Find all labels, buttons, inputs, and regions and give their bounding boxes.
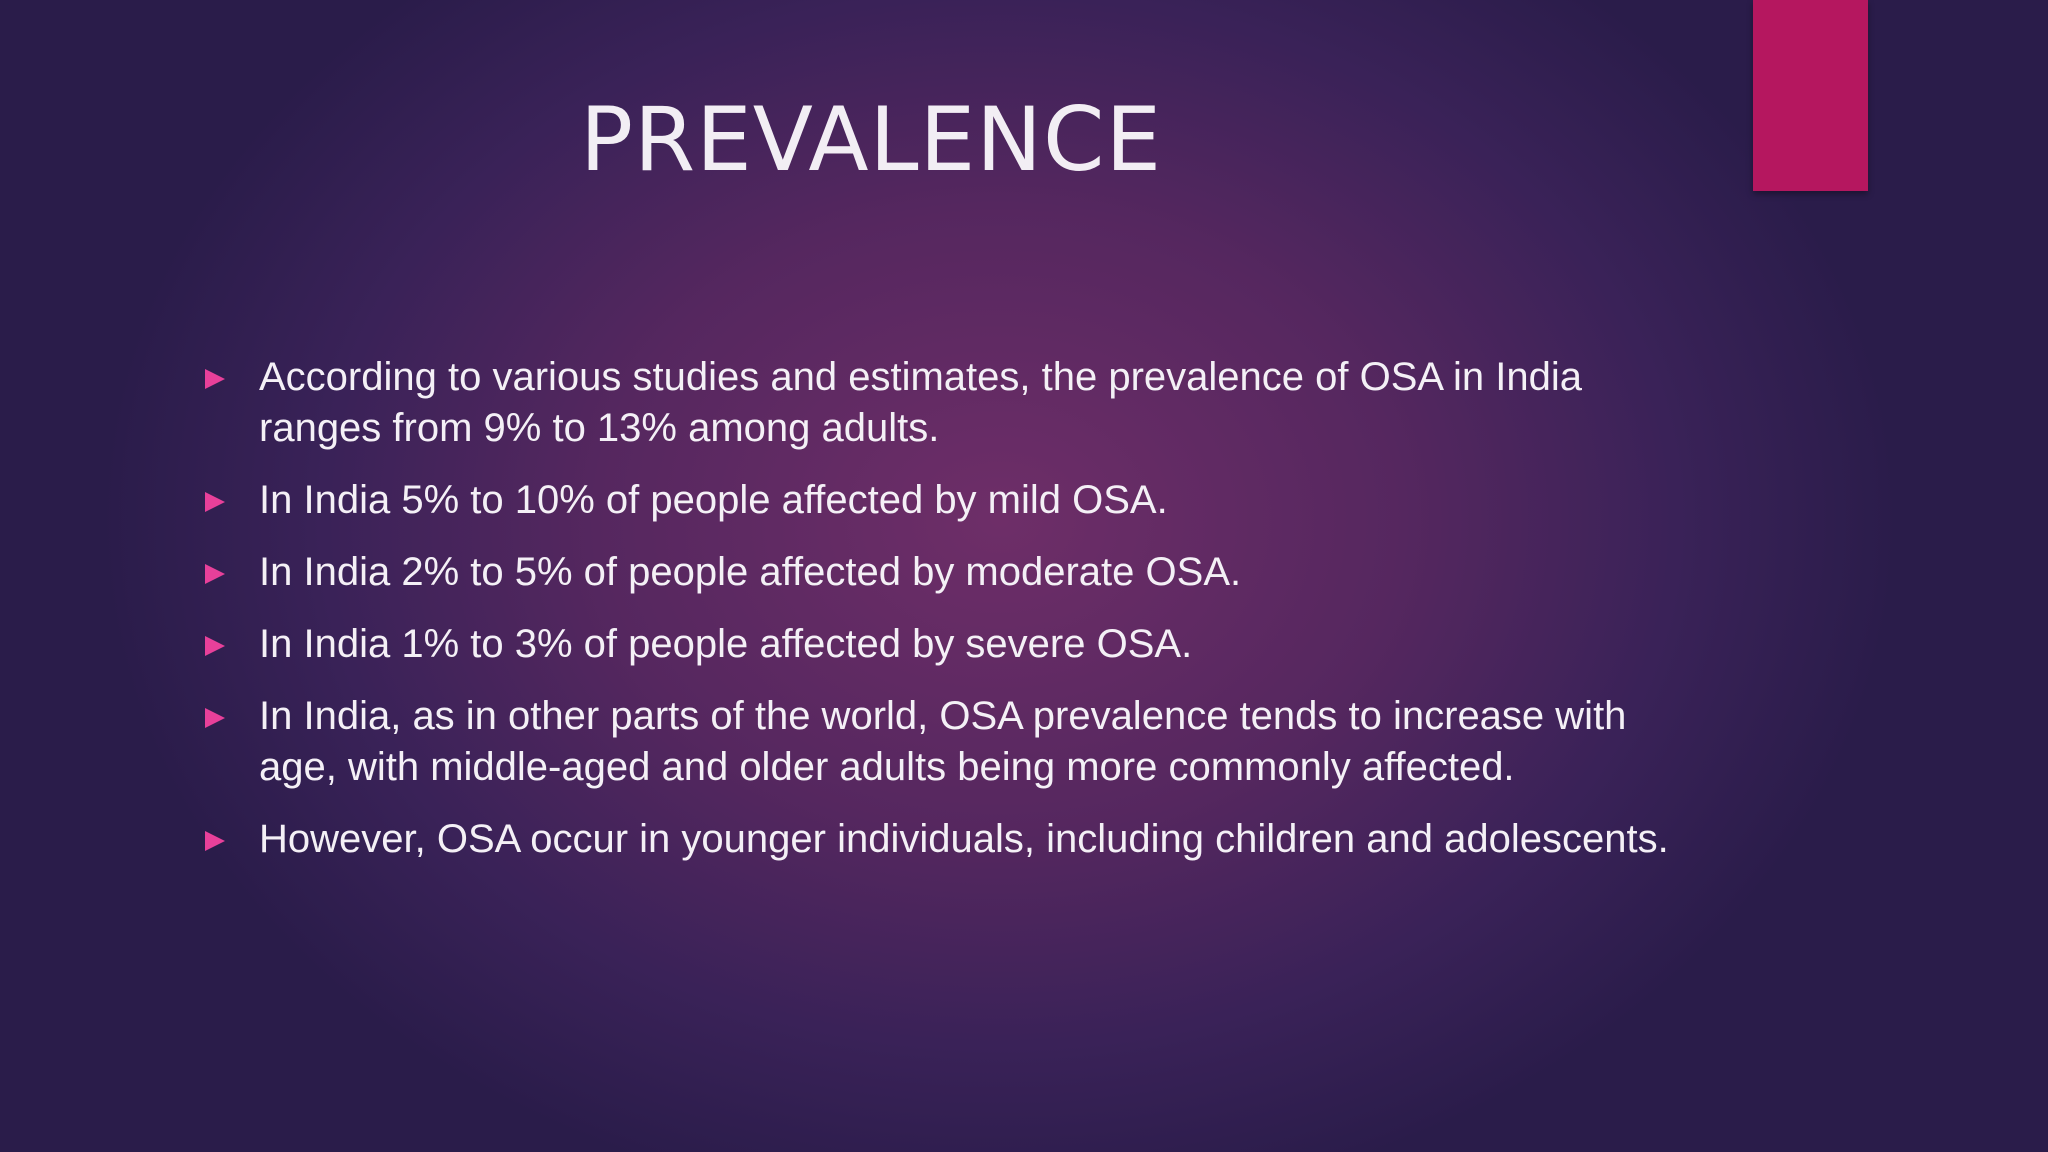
bullet-item: In India 2% to 5% of people affected by … bbox=[200, 547, 1680, 598]
bullet-marker bbox=[205, 492, 225, 512]
bullet-text: In India 1% to 3% of people affected by … bbox=[259, 622, 1193, 666]
slide-title: PREVALENCE bbox=[579, 88, 1163, 191]
bullet-text: However, OSA occur in younger individual… bbox=[259, 817, 1669, 861]
bullet-text: According to various studies and estimat… bbox=[259, 355, 1582, 450]
bullet-item: In India, as in other parts of the world… bbox=[200, 691, 1680, 793]
bullet-text: In India 2% to 5% of people affected by … bbox=[259, 550, 1242, 594]
bullet-item: In India 5% to 10% of people affected by… bbox=[200, 475, 1680, 526]
accent-bar bbox=[1753, 0, 1868, 191]
bullet-marker bbox=[205, 636, 225, 656]
bullet-list: According to various studies and estimat… bbox=[200, 352, 1680, 886]
bullet-text: In India 5% to 10% of people affected by… bbox=[259, 478, 1168, 522]
bullet-item: However, OSA occur in younger individual… bbox=[200, 814, 1680, 865]
bullet-item: According to various studies and estimat… bbox=[200, 352, 1680, 454]
bullet-marker bbox=[205, 708, 225, 728]
bullet-marker bbox=[205, 369, 225, 389]
bullet-item: In India 1% to 3% of people affected by … bbox=[200, 619, 1680, 670]
bullet-marker bbox=[205, 564, 225, 584]
bullet-text: In India, as in other parts of the world… bbox=[259, 694, 1627, 789]
bullet-marker bbox=[205, 831, 225, 851]
